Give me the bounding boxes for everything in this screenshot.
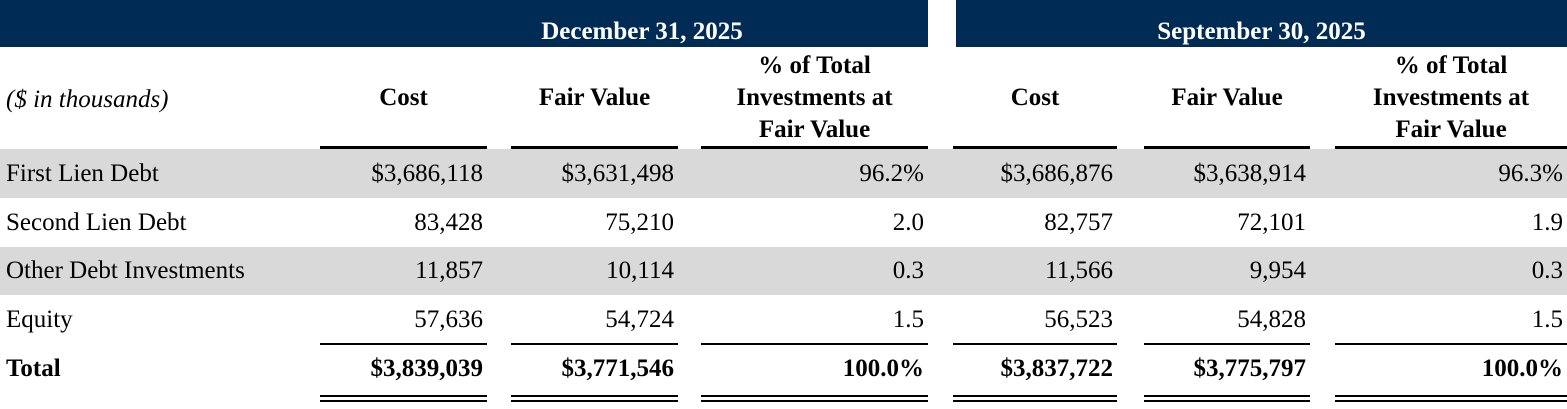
row-label: Equity (6, 306, 73, 333)
value-cell: $3,631,498 (561, 159, 675, 187)
period-band (0, 0, 928, 47)
value-cell: 1.5 (892, 306, 924, 333)
subtotal-rule (1144, 343, 1310, 345)
value-cell: $3,686,118 (371, 159, 483, 187)
value-cell: $3,837,722 (1000, 355, 1114, 382)
value-cell: 56,523 (1044, 306, 1113, 333)
subtotal-rule (701, 343, 928, 345)
column-header: % of Total Investments at Fair Value (1372, 52, 1530, 143)
value-cell: 11,566 (1045, 257, 1113, 284)
value-cell: $3,771,546 (561, 355, 675, 382)
value-cell: 9,954 (1249, 257, 1306, 284)
total-rule (511, 395, 678, 397)
value-cell: 82,757 (1044, 208, 1113, 236)
column-header: Fair Value (1171, 84, 1283, 111)
total-rule (953, 400, 1117, 402)
value-cell: 83,428 (414, 208, 483, 236)
total-rule (1144, 395, 1310, 397)
units-label: ($ in thousands) (6, 86, 169, 113)
value-cell: 2.0 (892, 208, 924, 236)
value-cell: 96.3% (1498, 159, 1563, 187)
value-cell: $3,686,876 (1000, 159, 1114, 187)
total-rule (511, 400, 678, 402)
header-rule (320, 146, 487, 149)
row-label: Second Lien Debt (6, 208, 187, 236)
row-label: First Lien Debt (6, 159, 159, 187)
period-header: September 30, 2025 (1157, 18, 1366, 45)
value-cell: 100.0% (842, 355, 924, 382)
column-header: % of Total Investments at Fair Value (736, 52, 893, 143)
value-cell: 75,210 (605, 208, 674, 236)
value-cell: 57,636 (414, 306, 483, 333)
header-rule (953, 146, 1117, 149)
value-cell: 72,101 (1237, 208, 1306, 236)
row-background (0, 149, 1567, 198)
total-rule (320, 395, 487, 397)
total-rule (1335, 395, 1567, 397)
row-background (0, 247, 1567, 295)
total-rule (701, 400, 928, 402)
total-rule (701, 395, 928, 397)
period-band (956, 0, 1567, 47)
subtotal-rule (320, 343, 487, 345)
value-cell: 96.2% (859, 159, 924, 187)
header-rule (701, 146, 928, 149)
value-cell: $3,775,797 (1193, 355, 1307, 382)
value-cell: 100.0% (1481, 355, 1563, 382)
column-header: Cost (379, 84, 428, 111)
value-cell: $3,638,914 (1193, 159, 1307, 187)
subtotal-rule (953, 343, 1117, 345)
value-cell: 1.9 (1531, 208, 1563, 236)
column-header: Fair Value (538, 84, 651, 111)
total-rule (953, 395, 1117, 397)
header-rule (1335, 146, 1567, 149)
value-cell: 0.3 (892, 257, 924, 284)
header-rule (1144, 146, 1310, 149)
value-cell: 10,114 (606, 257, 674, 284)
value-cell: 1.5 (1531, 306, 1563, 333)
subtotal-rule (1335, 343, 1567, 345)
row-label: Other Debt Investments (6, 257, 245, 284)
period-header: December 31, 2025 (541, 18, 743, 45)
value-cell: 54,828 (1237, 306, 1306, 333)
header-rule (511, 146, 678, 149)
row-label: Total (6, 355, 61, 382)
column-header: Cost (1010, 84, 1060, 111)
total-rule (1144, 400, 1310, 402)
value-cell: $3,839,039 (370, 355, 484, 382)
value-cell: 54,724 (605, 306, 674, 333)
subtotal-rule (511, 343, 678, 345)
total-rule (320, 400, 487, 402)
total-rule (1335, 400, 1567, 402)
value-cell: 0.3 (1531, 257, 1563, 284)
value-cell: 11,857 (415, 257, 483, 284)
